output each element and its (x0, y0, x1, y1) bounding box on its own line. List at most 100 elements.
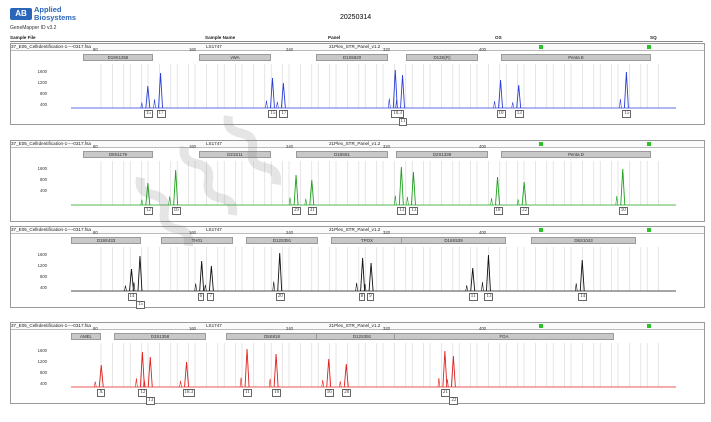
allele-peak[interactable] (137, 255, 143, 292)
allele-peak[interactable] (98, 364, 104, 388)
allele-call-label[interactable]: 13 (514, 110, 524, 118)
marker-bar[interactable]: D13S(R) (406, 54, 478, 61)
allele-call-label[interactable]: 17 (156, 110, 166, 118)
allele-peak[interactable] (199, 260, 205, 292)
allele-peak[interactable] (158, 72, 163, 109)
allele-peak[interactable] (270, 77, 275, 109)
allele-peak[interactable] (400, 74, 405, 109)
allele-call-label[interactable]: 14 (578, 293, 588, 301)
allele-peak[interactable] (277, 252, 283, 292)
allele-peak[interactable] (244, 348, 250, 388)
allele-peak[interactable] (579, 259, 585, 292)
allele-peak[interactable] (360, 257, 366, 292)
allele-call-label[interactable]: 15 (135, 301, 145, 309)
header-sample-name[interactable]: Sample Name (205, 35, 236, 40)
allele-call-label[interactable]: 13 (484, 293, 494, 301)
allele-call-label[interactable]: 16 (171, 207, 181, 215)
marker-bar[interactable]: Penta D (501, 151, 651, 158)
allele-peak[interactable] (145, 182, 151, 206)
allele-call-label[interactable]: 12 (143, 207, 153, 215)
allele-peak[interactable] (139, 351, 145, 388)
allele-call-label[interactable]: 20 (275, 293, 285, 301)
allele-call-label[interactable]: 11 (398, 118, 408, 126)
marker-bar[interactable]: D21S11 (199, 151, 271, 158)
allele-call-label[interactable]: 17 (279, 110, 289, 118)
allele-peak[interactable] (129, 268, 134, 292)
marker-bar[interactable]: D2S1338 (396, 151, 488, 158)
electropherogram-plot[interactable]: 14 15 6 7 20 8 9 11 13 14 (71, 245, 676, 309)
electropherogram-plot[interactable]: 12 16 29 31 13 13 18 22 10 (71, 159, 676, 215)
marker-bar[interactable]: FGA (394, 333, 614, 340)
header-sq[interactable]: SQ (650, 35, 657, 40)
allele-call-label[interactable]: 31 (307, 207, 317, 215)
allele-peak[interactable] (486, 254, 491, 292)
allele-peak[interactable] (280, 82, 286, 109)
marker-bar[interactable]: D8S1179 (83, 151, 153, 158)
allele-call-label[interactable]: 9 (367, 293, 374, 301)
allele-peak[interactable] (184, 361, 190, 388)
header-sample-file[interactable]: Sample File (10, 35, 36, 40)
allele-call-label[interactable]: 13 (146, 397, 156, 405)
marker-bar[interactable]: D3S1358 (114, 333, 206, 340)
allele-call-label[interactable]: 15 (622, 110, 632, 118)
allele-call-label[interactable]: 20 (342, 389, 352, 397)
allele-peak[interactable] (145, 85, 151, 109)
allele-call-label[interactable]: X (97, 389, 105, 397)
electropherogram-plot[interactable]: X 12 13 18.3 11 16 16 20 21 22 (71, 341, 676, 405)
allele-call-label[interactable]: 16 (272, 389, 282, 397)
allele-peak[interactable] (343, 363, 349, 388)
allele-call-label[interactable]: 15 (143, 110, 153, 118)
allele-peak[interactable] (450, 355, 456, 388)
marker-bar[interactable]: D18S51 (296, 151, 388, 158)
electropherogram-plot[interactable]: 15 17 15 17 10.3 11 10 13 15 (71, 62, 676, 126)
marker-bar[interactable]: AMEL (71, 333, 101, 340)
allele-peak[interactable] (516, 84, 522, 109)
allele-call-label[interactable]: 29 (292, 207, 302, 215)
allele-peak[interactable] (392, 69, 398, 109)
allele-peak[interactable] (208, 265, 214, 292)
allele-peak[interactable] (410, 171, 416, 206)
marker-bar[interactable]: D19S433 (71, 237, 141, 244)
allele-call-label[interactable]: 18.3 (182, 389, 196, 397)
marker-bar[interactable]: D16S539 (401, 237, 506, 244)
allele-call-label[interactable]: 11 (468, 293, 478, 301)
marker-bar[interactable]: D6S1043 (531, 237, 636, 244)
marker-bar[interactable]: D19S1358 (83, 54, 153, 61)
allele-peak[interactable] (620, 168, 626, 206)
allele-call-label[interactable]: 22 (449, 397, 459, 405)
marker-bar[interactable]: D5S818 (226, 333, 318, 340)
allele-call-label[interactable]: 13 (409, 207, 419, 215)
allele-peak[interactable] (495, 176, 500, 206)
allele-call-label[interactable]: 12 (138, 389, 148, 397)
marker-bar[interactable]: vWA (199, 54, 271, 61)
allele-call-label[interactable]: 7 (207, 293, 214, 301)
allele-call-label[interactable]: 8 (358, 293, 366, 301)
allele-peak[interactable] (326, 358, 332, 388)
allele-peak[interactable] (521, 181, 527, 206)
allele-call-label[interactable]: 13 (397, 207, 407, 215)
allele-call-label[interactable]: 14 (127, 293, 137, 301)
allele-peak[interactable] (147, 356, 153, 388)
allele-peak[interactable] (273, 353, 279, 388)
allele-call-label[interactable]: 10.3 (391, 110, 405, 118)
allele-call-label[interactable]: 21 (440, 389, 450, 397)
allele-call-label[interactable]: 16 (324, 389, 334, 397)
header-os[interactable]: OS (495, 35, 502, 40)
marker-bar[interactable]: D1S5820 (316, 54, 388, 61)
allele-peak[interactable] (368, 262, 374, 292)
allele-call-label[interactable]: 10 (618, 207, 628, 215)
allele-call-label[interactable]: 6 (197, 293, 205, 301)
allele-peak[interactable] (498, 79, 503, 109)
marker-bar[interactable]: D12S391 (246, 237, 318, 244)
allele-peak[interactable] (470, 267, 476, 292)
allele-call-label[interactable]: 10 (496, 110, 506, 118)
allele-call-label[interactable]: 18 (493, 207, 503, 215)
allele-call-label[interactable]: 22 (520, 207, 530, 215)
allele-peak[interactable] (398, 166, 404, 206)
allele-call-label[interactable]: 15 (268, 110, 278, 118)
allele-peak[interactable] (293, 174, 299, 206)
allele-peak[interactable] (309, 179, 315, 206)
allele-peak[interactable] (173, 169, 179, 206)
marker-bar[interactable]: Penta E (501, 54, 651, 61)
allele-peak[interactable] (442, 350, 448, 388)
